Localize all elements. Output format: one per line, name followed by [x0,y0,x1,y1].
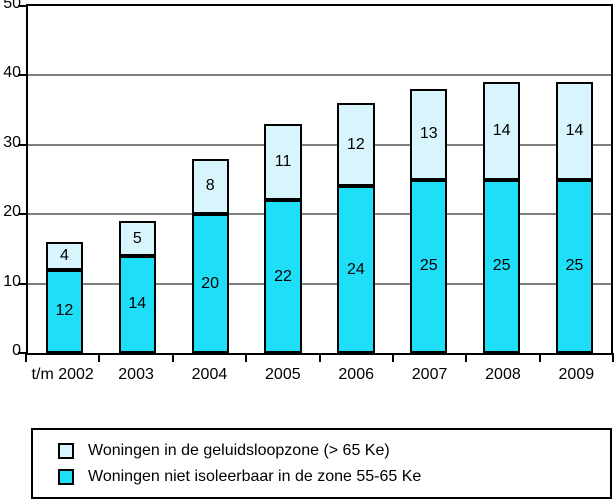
bar-slot: 11 22 [247,6,320,353]
stacked-bar: 11 22 [264,6,302,353]
x-tick [391,353,394,362]
stacked-bar: 5 14 [118,6,156,353]
bar-value-label: 14 [565,121,584,139]
x-category-label: 2006 [338,366,374,383]
bar-segment: 25 [483,179,521,353]
bar-value-label: 14 [492,121,511,139]
gridline [28,213,611,216]
legend-box: Woningen in de geluidsloopzone (> 65 Ke)… [31,428,612,499]
x-tick [612,353,614,362]
y-tick-label: 50 [3,0,21,12]
y-tick-label: 20 [3,203,21,221]
bar-segment: 14 [483,82,521,180]
bar-value-label: 12 [347,135,365,153]
legend-label: Woningen niet isoleerbaar in de zone 55-… [88,467,422,485]
x-tick [465,353,468,362]
bar-value-label: 24 [347,260,365,278]
bar-segment: 11 [264,124,302,201]
bar-value-label: 11 [274,153,292,171]
bar-segment: 14 [118,255,156,353]
stacked-bar: 4 12 [45,6,84,353]
stacked-bar: 8 20 [191,6,229,353]
legend-item: Woningen niet isoleerbaar in de zone 55-… [58,468,610,486]
legend-swatch-cyan-icon [58,468,74,485]
y-tick [18,352,26,354]
bar-value-label: 20 [201,274,220,292]
bar-value-label: 12 [55,302,74,320]
bar-value-label: 22 [274,267,292,285]
x-tick [25,353,27,362]
bar-value-label: 25 [492,257,511,275]
x-category-label: 2007 [411,366,448,383]
bar-segment: 24 [337,186,375,353]
x-category-label: t/m 2002 [31,366,94,383]
bar-slot: 8 20 [174,6,247,353]
y-tick [18,213,26,216]
bar-slot: 12 24 [320,6,393,353]
bar-value-label: 13 [419,125,438,143]
x-tick [98,353,101,362]
y-tick [18,5,26,7]
bar-segment: 14 [555,82,594,180]
stacked-bar: 14 25 [555,6,594,353]
stacked-bar: 14 25 [483,6,521,353]
bar-slot: 4 12 [28,6,101,353]
x-category-label: 2008 [485,366,521,383]
bar-value-label: 5 [132,229,142,247]
x-axis-ticks [25,353,614,363]
gridline [28,74,611,77]
y-tick [18,74,26,77]
bar-segment: 12 [45,269,84,353]
x-category-label: 2009 [558,366,595,383]
legend-item: Woningen in de geluidsloopzone (> 65 Ke) [58,442,610,460]
bar-segment: 12 [337,103,375,187]
y-tick-label: 30 [3,133,21,151]
bar-value-label: 4 [59,246,69,264]
stacked-bar: 13 25 [410,6,448,353]
x-axis-category-labels: t/m 2002 2003 2004 2005 2006 2007 2008 2009 [26,366,613,384]
legend-label: Woningen in de geluidsloopzone (> 65 Ke) [88,441,390,459]
stacked-bar: 12 24 [337,6,375,353]
bar-segment: 25 [410,179,448,353]
bar-value-label: 25 [419,257,438,275]
x-tick [245,353,248,362]
gridline [28,282,611,285]
bar-segment: 22 [264,200,302,353]
y-tick-label: 40 [3,64,21,82]
x-tick [538,353,541,362]
bar-slot: 14 25 [538,6,611,353]
x-tick [171,353,174,362]
bar-segment: 8 [191,158,229,215]
legend-swatch-light-icon [58,442,74,459]
x-tick [318,353,321,362]
bar-value-label: 25 [565,257,584,275]
y-tick [18,143,26,146]
y-tick [18,282,26,285]
bar-slot: 5 14 [101,6,174,353]
bar-slot: 13 25 [392,6,465,353]
bar-segment: 4 [45,241,84,270]
y-axis-labels: 0 10 20 30 40 50 [0,0,21,359]
x-category-label: 2003 [118,366,154,383]
bar-segment: 25 [555,179,594,353]
bar-value-label: 14 [128,295,147,313]
plot-area: 4 12 5 14 8 20 11 22 12 24 13 25 14 25 14 25 [18,4,613,355]
y-tick-label: 0 [12,342,21,359]
bar-value-label: 8 [205,177,215,195]
x-category-label: 2005 [265,366,301,383]
gridline [28,143,611,146]
x-category-label: 2004 [191,366,228,383]
bar-segment: 5 [118,221,156,256]
bar-segment: 20 [191,214,229,353]
y-tick-label: 10 [3,272,21,290]
bar-segment: 13 [410,89,448,180]
bar-slots: 4 12 5 14 8 20 11 22 12 24 13 25 14 25 14 25 [28,6,611,353]
bar-slot: 14 25 [465,6,538,353]
